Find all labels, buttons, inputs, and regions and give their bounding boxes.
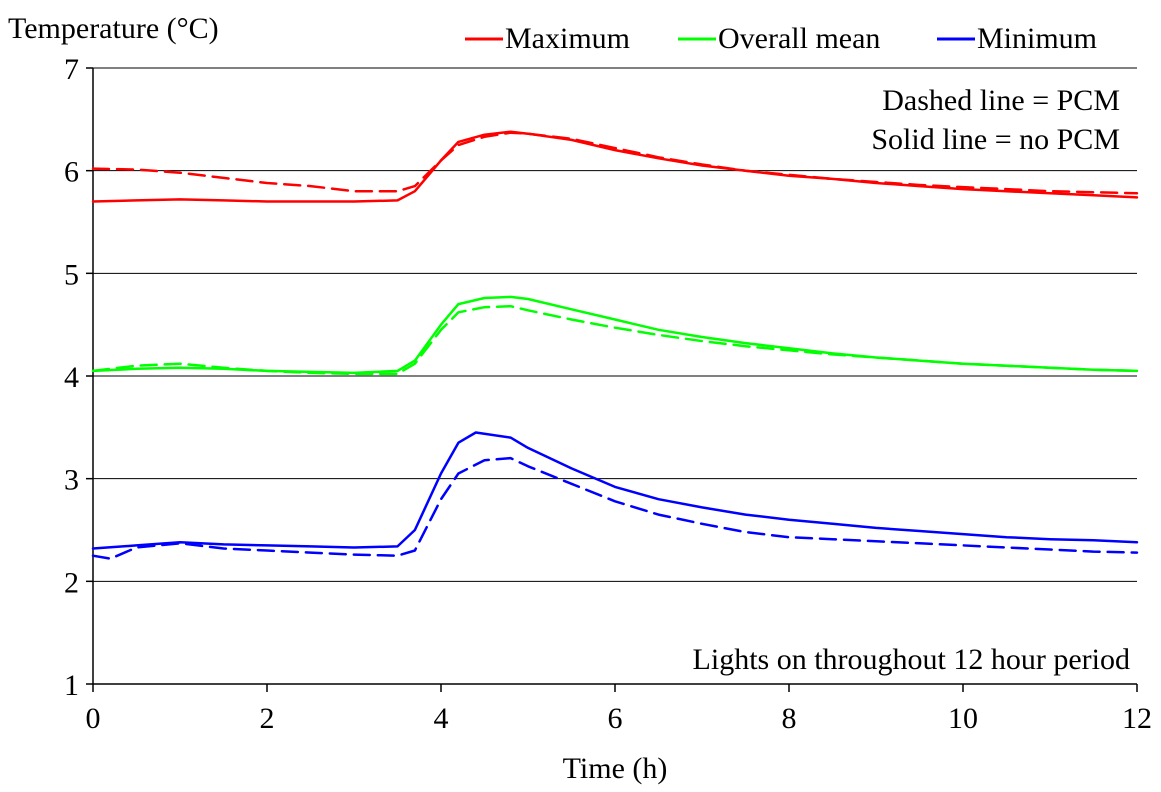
legend-label-maximum: Maximum xyxy=(505,22,630,55)
y-axis-title: Temperature (°C) xyxy=(8,12,219,45)
series-line-maximum-dashed xyxy=(91,131,1139,195)
x-axis-title: Time (h) xyxy=(563,752,668,785)
series-line-minimum-dashed xyxy=(91,456,1139,560)
legend-label-minimum: Minimum xyxy=(977,22,1097,55)
series-lines xyxy=(91,130,1139,560)
y-tick-label-1: 1 xyxy=(64,669,79,702)
y-tick-label-5: 5 xyxy=(64,258,79,291)
note-solid-no-pcm: Solid line = no PCM xyxy=(871,123,1120,156)
y-tick-label-7: 7 xyxy=(64,53,79,86)
series-line-overall-mean-dashed xyxy=(91,304,1139,376)
note-lights-on: Lights on throughout 12 hour period xyxy=(693,643,1130,676)
x-tick-label-0: 0 xyxy=(86,702,101,735)
y-tick-label-3: 3 xyxy=(64,464,79,497)
x-tick-label-12: 12 xyxy=(1122,702,1152,735)
x-tick-label-2: 2 xyxy=(260,702,275,735)
series-line-overall-mean-solid xyxy=(91,295,1139,375)
x-tick-label-4: 4 xyxy=(434,702,449,735)
legend-label-overall-mean: Overall mean xyxy=(718,22,880,55)
series-line-maximum-solid xyxy=(91,130,1139,203)
legend: Maximum Overall mean Minimum xyxy=(465,22,1097,55)
series-line-minimum-solid xyxy=(91,431,1139,550)
x-tick-label-10: 10 xyxy=(948,702,978,735)
y-tick-label-2: 2 xyxy=(64,566,79,599)
y-tick-label-6: 6 xyxy=(64,156,79,189)
x-tick-label-8: 8 xyxy=(782,702,797,735)
note-dashed-pcm: Dashed line = PCM xyxy=(882,84,1120,117)
x-tick-label-6: 6 xyxy=(608,702,623,735)
y-tick-label-4: 4 xyxy=(64,361,79,394)
grid-lines xyxy=(93,67,1137,582)
